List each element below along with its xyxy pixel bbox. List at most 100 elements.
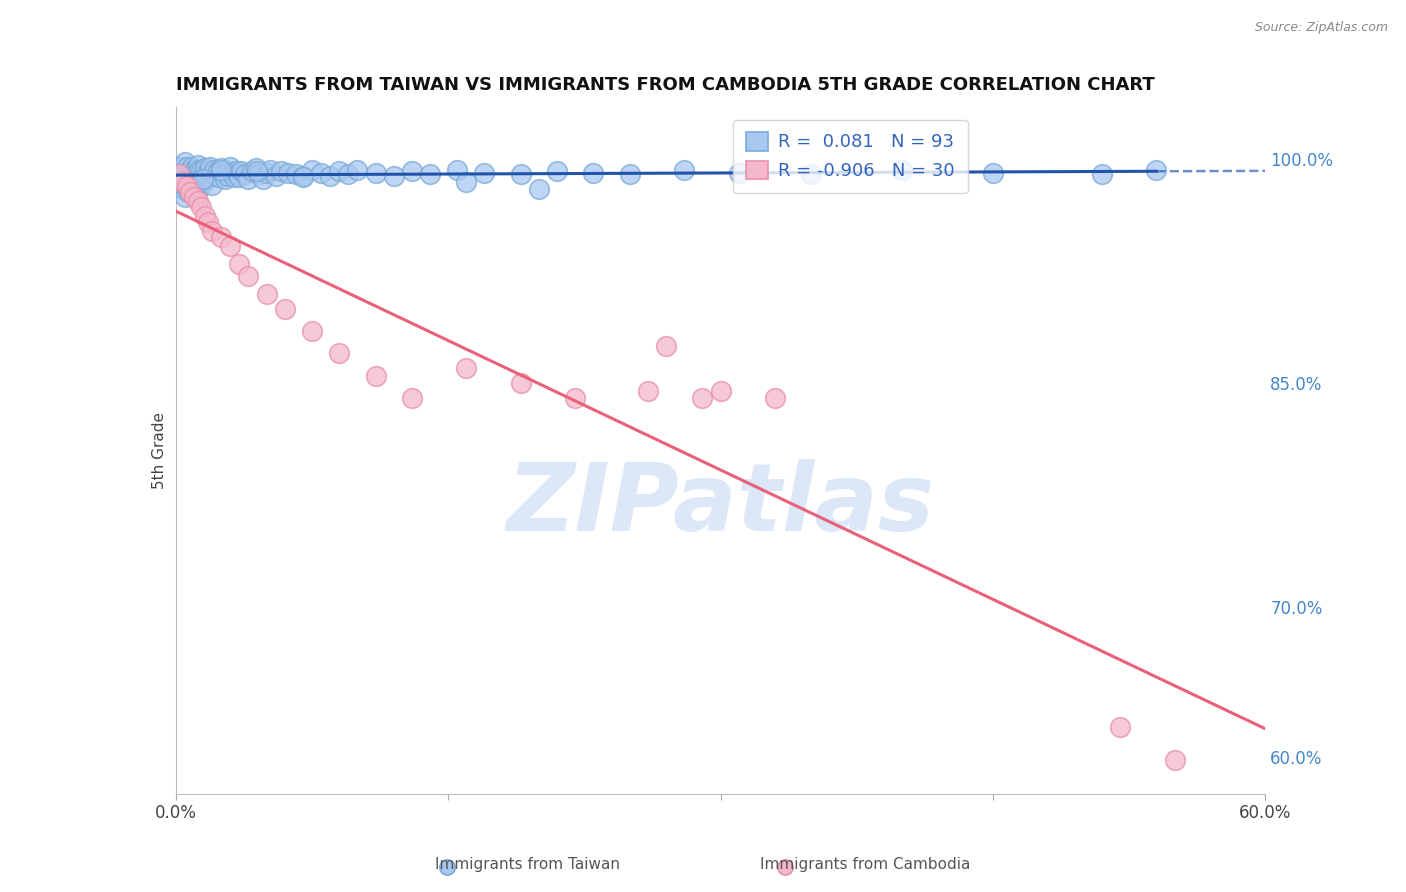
Point — [238, 171, 260, 186]
Point — [194, 209, 217, 223]
Point — [309, 166, 332, 180]
Point — [183, 175, 205, 189]
Y-axis label: 5th Grade: 5th Grade — [152, 412, 167, 489]
Point — [226, 167, 249, 181]
Point — [259, 162, 281, 177]
Point — [172, 182, 194, 196]
Text: Immigrants from Cambodia: Immigrants from Cambodia — [759, 857, 970, 872]
Point — [173, 189, 195, 203]
Point — [188, 182, 211, 196]
Point — [177, 164, 200, 178]
Point — [981, 166, 1004, 180]
Point — [172, 164, 194, 178]
Point — [252, 171, 274, 186]
Point — [401, 164, 423, 178]
Point — [186, 194, 209, 208]
Point — [215, 164, 238, 178]
Point — [284, 167, 307, 181]
Point — [256, 166, 278, 180]
Point — [190, 200, 212, 214]
Point — [200, 160, 222, 174]
Point — [564, 391, 586, 405]
Point — [170, 170, 193, 185]
Point — [710, 384, 733, 398]
Point — [240, 164, 263, 178]
Point — [277, 166, 299, 180]
Point — [190, 164, 212, 178]
Point — [172, 175, 194, 189]
Point — [191, 171, 214, 186]
Point — [183, 162, 205, 177]
Point — [546, 164, 568, 178]
Point — [382, 169, 405, 183]
Point — [202, 162, 225, 177]
Point — [219, 160, 242, 174]
Point — [184, 164, 207, 178]
Point — [509, 167, 531, 181]
Point — [364, 166, 387, 180]
Point — [186, 176, 209, 190]
Point — [201, 167, 224, 181]
Point — [173, 155, 195, 169]
Point — [301, 324, 323, 338]
Point — [231, 164, 253, 178]
Text: IMMIGRANTS FROM TAIWAN VS IMMIGRANTS FROM CAMBODIA 5TH GRADE CORRELATION CHART: IMMIGRANTS FROM TAIWAN VS IMMIGRANTS FRO… — [176, 77, 1154, 95]
Point — [291, 169, 314, 183]
Point — [212, 167, 235, 181]
Point — [217, 169, 239, 183]
Point — [177, 185, 200, 199]
Point — [219, 239, 242, 253]
Point — [456, 175, 478, 189]
Text: ZIPatlas: ZIPatlas — [506, 459, 935, 551]
Point — [655, 339, 678, 353]
Point — [209, 230, 232, 244]
Point — [270, 164, 292, 178]
Point — [364, 368, 387, 383]
Point — [238, 268, 260, 283]
Point — [201, 178, 224, 192]
Point — [194, 161, 217, 176]
Point — [209, 162, 232, 177]
Point — [637, 384, 659, 398]
Point — [773, 860, 796, 874]
Point — [1109, 720, 1132, 734]
Point — [891, 162, 914, 177]
Point — [401, 391, 423, 405]
Point — [1146, 162, 1168, 177]
Point — [195, 171, 218, 186]
Point — [176, 179, 198, 194]
Legend: R =  0.081   N = 93, R = -0.906   N = 30: R = 0.081 N = 93, R = -0.906 N = 30 — [733, 120, 967, 193]
Point — [246, 164, 269, 178]
Point — [328, 346, 350, 360]
Point — [247, 167, 270, 181]
Point — [166, 167, 188, 181]
Point — [582, 166, 605, 180]
Point — [274, 301, 297, 316]
Point — [184, 171, 207, 186]
Point — [527, 182, 550, 196]
Point — [619, 167, 641, 181]
Point — [201, 224, 224, 238]
Point — [474, 166, 496, 180]
Point — [800, 167, 823, 181]
Point — [176, 160, 198, 174]
Point — [209, 161, 232, 176]
Point — [456, 361, 478, 376]
Point — [727, 166, 749, 180]
Point — [197, 215, 219, 229]
Point — [328, 164, 350, 178]
Point — [214, 171, 236, 186]
Point — [337, 167, 360, 181]
Point — [256, 286, 278, 301]
Point — [228, 257, 250, 271]
Point — [264, 169, 287, 183]
Point — [233, 167, 256, 181]
Point — [181, 160, 204, 174]
Point — [245, 161, 267, 176]
Point — [1091, 167, 1114, 181]
Point — [169, 175, 191, 189]
Point — [207, 164, 229, 178]
Point — [208, 170, 231, 185]
Point — [692, 391, 714, 405]
Point — [188, 162, 211, 177]
